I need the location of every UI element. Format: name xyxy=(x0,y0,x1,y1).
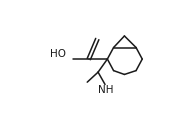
Text: HO: HO xyxy=(50,49,66,59)
Text: NH: NH xyxy=(98,85,114,95)
